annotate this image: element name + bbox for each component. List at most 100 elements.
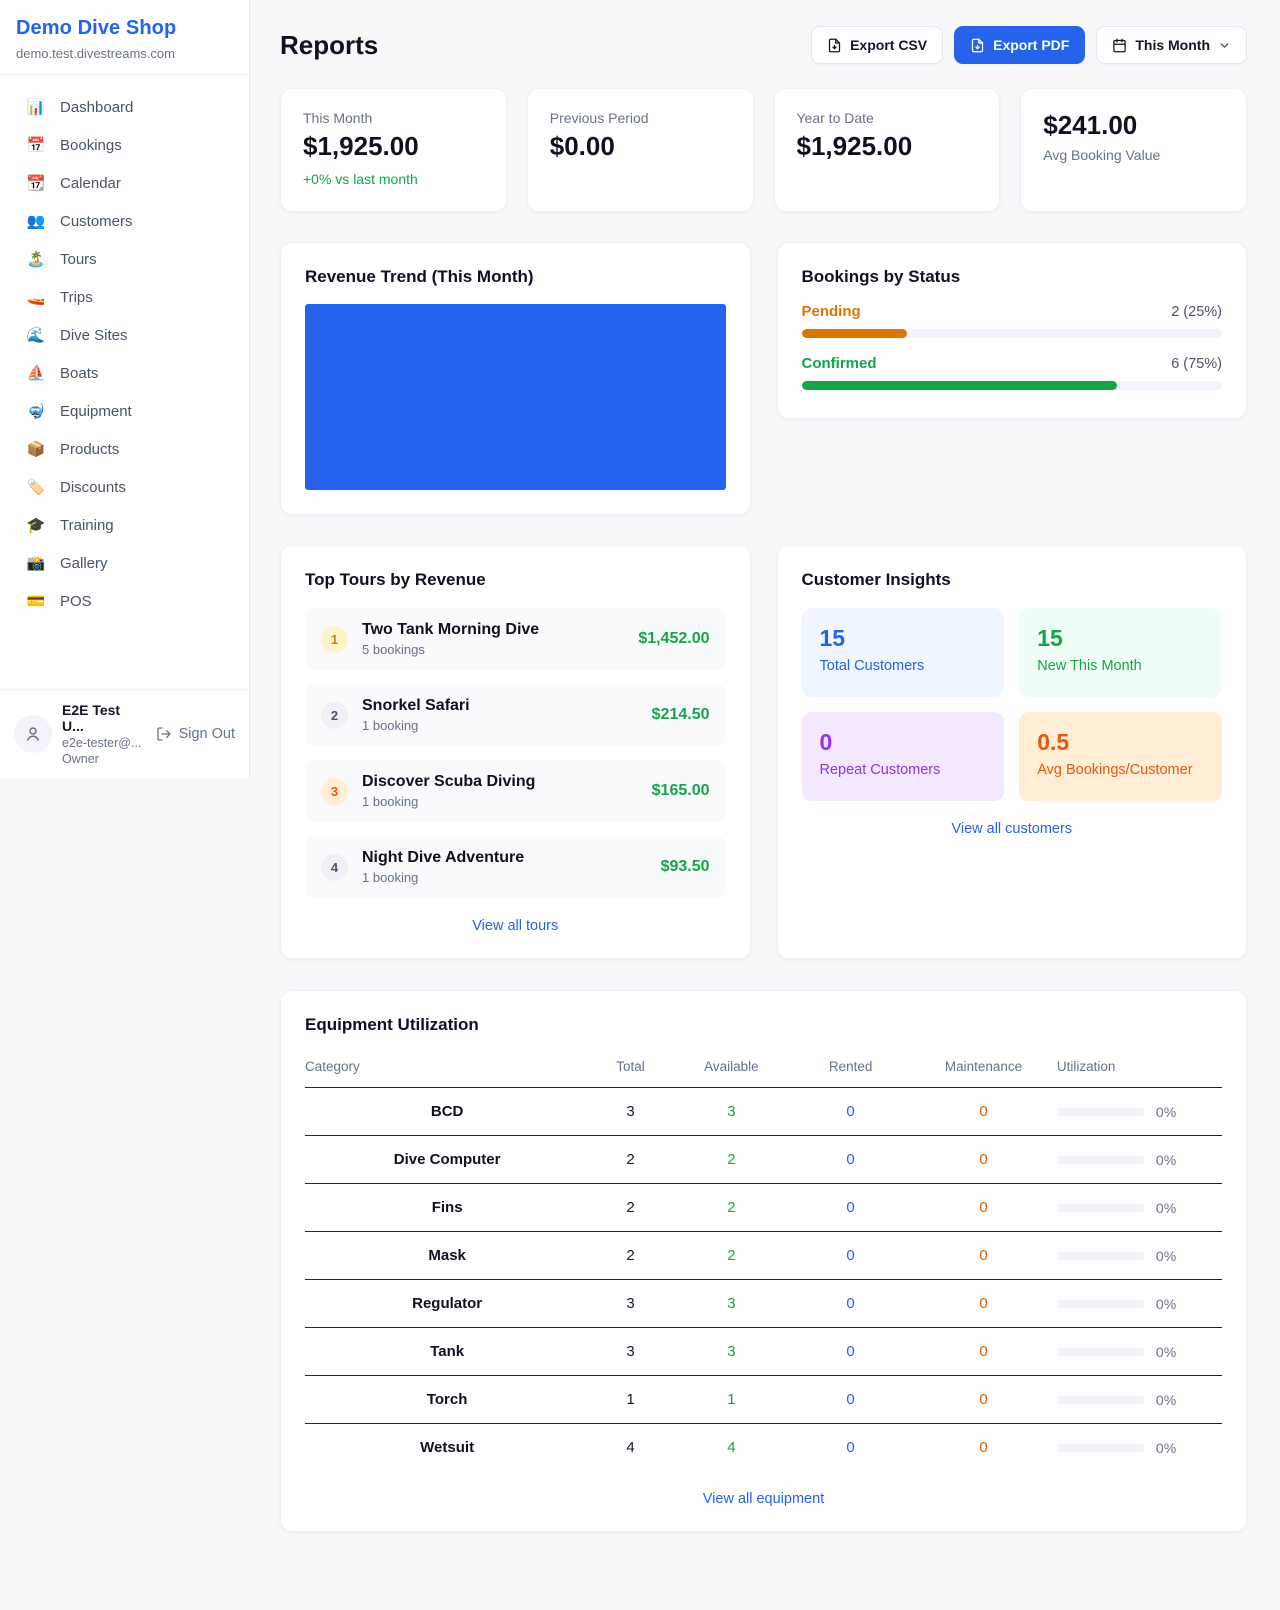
rank-badge: 3 [321,777,348,805]
sidebar-item-equipment[interactable]: 🤿 Equipment [0,392,249,430]
tag-icon: 🏷️ [26,479,46,496]
sidebar-item-pos[interactable]: 💳 POS [0,582,249,620]
stat-label: Previous Period [549,110,649,126]
equipment-available: 3 [671,1087,791,1136]
sidebar-item-dashboard[interactable]: 📊 Dashboard [0,88,249,126]
equipment-total: 3 [589,1087,672,1136]
sidebar-item-tours[interactable]: 🏝️ Tours [0,240,249,278]
sidebar-item-label: Dive Sites [60,326,128,344]
equipment-available: 2 [671,1135,791,1184]
sidebar-item-bookings[interactable]: 📅 Bookings [0,126,249,164]
stats-row: This Month $1,925.00 +0% vs last month Prev… [280,88,1247,212]
revenue-trend-title: Revenue Trend (This Month) [305,267,534,286]
stat-value: $1,925.00 [303,131,419,161]
tour-revenue: $165.00 [651,782,710,799]
column-header-category: Category [305,1049,590,1088]
utilization-bar-track [1056,1347,1145,1356]
rank-badge: 4 [321,853,348,881]
status-label: Confirmed [801,355,877,372]
equipment-category: Tank [305,1327,590,1376]
sign-out-button[interactable]: Sign Out [156,726,235,742]
insight-tile-repeat-customers: 0 Repeat Customers [801,712,1005,801]
status-bar-track [801,381,1222,390]
equipment-rented: 0 [790,1087,911,1136]
person-icon [27,727,39,741]
credit-card-icon: 💳 [26,593,46,610]
sidebar-nav: 📊 Dashboard 📅 Bookings 📆 Calendar 👥 Customers 🏝️… [0,75,249,689]
period-dropdown[interactable]: This Month [1096,26,1247,64]
period-label: This Month [1135,37,1210,53]
column-header-available: Available [671,1049,791,1088]
sidebar-item-label: Customers [60,212,133,230]
sidebar-item-label: Equipment [60,402,132,420]
stat-value: $241.00 [1043,110,1138,140]
equipment-maintenance: 0 [910,1279,1057,1328]
utilization-percent: 0% [1155,1151,1177,1168]
utilization-percent: 0% [1155,1199,1177,1216]
status-label: Pending [801,303,861,320]
sidebar-item-products[interactable]: 📦 Products [0,430,249,468]
customer-insights-title: Customer Insights [801,570,951,589]
stat-label: Year to Date [796,110,874,126]
sidebar-item-trips[interactable]: 🚤 Trips [0,278,249,316]
insight-value: 15 [1037,625,1063,651]
utilization-percent: 0% [1155,1295,1177,1312]
revenue-trend-card: Revenue Trend (This Month) [280,242,751,515]
sidebar-item-dive-sites[interactable]: 🌊 Dive Sites [0,316,249,354]
insight-label: Total Customers [819,658,925,674]
sidebar-item-discounts[interactable]: 🏷️ Discounts [0,468,249,506]
export-csv-button[interactable]: Export CSV [811,26,944,64]
calendar-date-icon: 📅 [26,137,46,154]
sidebar-item-training[interactable]: 🎓 Training [0,506,249,544]
view-all-customers-link[interactable]: View all customers [951,821,1073,837]
equipment-available: 3 [671,1327,791,1376]
insight-value: 15 [819,625,846,651]
tour-name: Night Dive Adventure [362,849,525,866]
utilization-bar-track [1056,1203,1145,1212]
export-pdf-button[interactable]: Export PDF [954,26,1086,64]
revenue-trend-chart [305,304,726,490]
equipment-row-tank: Tank 3 3 0 0 0% [305,1327,1222,1376]
status-count: 2 (25%) [1171,304,1222,320]
view-all-tours-link[interactable]: View all tours [472,918,559,934]
file-download-icon [828,38,841,52]
file-download-icon [971,38,984,52]
sidebar-item-label: Gallery [60,554,108,572]
shop-name: Demo Dive Shop [16,17,177,39]
status-bar-fill [801,329,907,338]
stat-label: This Month [303,110,373,126]
equipment-available: 4 [727,1439,736,1456]
wave-icon: 🌊 [26,327,46,344]
equipment-maintenance: 0 [979,1439,988,1456]
equipment-maintenance: 0 [910,1231,1057,1280]
sidebar-item-gallery[interactable]: 📸 Gallery [0,544,249,582]
view-all-equipment-link[interactable]: View all equipment [702,1491,825,1507]
equipment-maintenance: 0 [910,1183,1057,1232]
equipment-category: Dive Computer [305,1135,590,1184]
column-header-rented: Rented [790,1049,911,1088]
sidebar-item-label: Training [60,516,114,534]
insight-tiles: 15 Total Customers 15 New This Month 0 Repeat… [801,608,1222,801]
graduation-cap-icon: 🎓 [26,517,46,534]
sidebar-item-calendar[interactable]: 📆 Calendar [0,164,249,202]
equipment-maintenance: 0 [910,1375,1057,1424]
sidebar-item-boats[interactable]: ⛵ Boats [0,354,249,392]
header-actions: Export CSV Export PDF This Month [811,26,1247,64]
shop-domain: demo.test.divestreams.com [16,46,175,61]
equipment-table-header: Category Total Available Rented Maintenance U… [305,1049,1222,1088]
bar-chart-icon: 📊 [26,99,46,116]
equipment-rented: 0 [790,1375,911,1424]
equipment-total: 2 [589,1183,672,1232]
utilization-percent: 0% [1155,1103,1177,1120]
equipment-row-regulator: Regulator 3 3 0 0 0% [305,1279,1222,1328]
stat-label: Avg Booking Value [1043,147,1161,163]
sidebar-item-label: Tours [60,250,97,268]
status-row-confirmed: Confirmed 6 (75%) [801,355,1222,390]
sidebar-item-customers[interactable]: 👥 Customers [0,202,249,240]
sidebar-item-label: POS [60,592,92,610]
export-pdf-label: Export PDF [993,37,1070,53]
equipment-maintenance: 0 [910,1327,1057,1376]
sidebar: Demo Dive Shop demo.test.divestreams.com… [0,0,250,778]
equipment-row-bcd: BCD 3 3 0 0 0% [305,1087,1222,1136]
insight-label: New This Month [1037,658,1142,674]
